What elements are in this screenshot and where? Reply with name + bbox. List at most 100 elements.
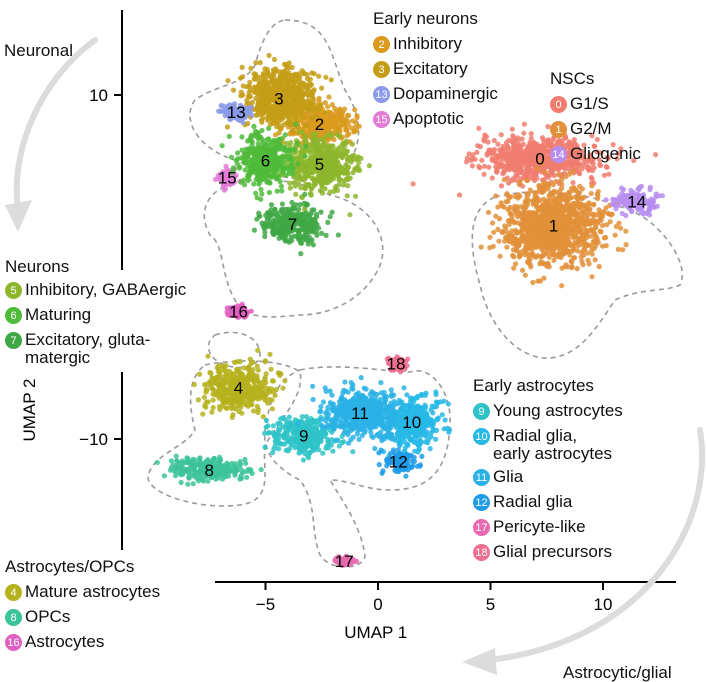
cluster-label: 17 [335, 552, 354, 571]
cluster-label: 15 [218, 169, 237, 188]
neuronal-arrowhead [5, 200, 32, 232]
cluster-label: 14 [627, 193, 646, 212]
legend-label: Dopaminergic [393, 85, 498, 103]
cluster-badge: 4 [5, 584, 22, 601]
cluster-label: 13 [227, 103, 246, 122]
cluster-badge: 2 [373, 36, 390, 53]
astrocytic-annotation: Astrocytic/glial [563, 664, 672, 681]
cluster-label: 2 [315, 115, 324, 134]
cluster-badge: 8 [5, 609, 22, 626]
cluster-label: 8 [205, 461, 214, 480]
legend-title: NSCs [550, 70, 641, 87]
x-tick-label: 10 [594, 595, 613, 614]
y-tick-label: 10 [89, 86, 108, 105]
y-axis-label: UMAP 2 [20, 379, 39, 442]
cluster-label: 6 [261, 151, 270, 170]
legend-label: Radial glia [493, 493, 572, 511]
legend-label: Astrocytes [25, 633, 104, 651]
cluster-badge: 16 [5, 634, 22, 651]
x-axis-label: UMAP 1 [344, 623, 407, 642]
legend-label: Radial glia, early astrocytes [493, 427, 612, 463]
legend-label: Maturing [25, 306, 91, 324]
cluster-badge: 11 [473, 469, 490, 486]
cluster-label: 3 [274, 89, 283, 108]
astrocytic-arrowhead [462, 648, 497, 675]
cluster-badge: 18 [473, 544, 490, 561]
legend-title: Early astrocytes [473, 377, 623, 394]
cluster-label: 5 [315, 155, 324, 174]
cluster-badge: 5 [5, 282, 22, 299]
legend-label: Excitatory [393, 60, 468, 78]
cluster-label: 12 [389, 452, 408, 471]
legend-label: Mature astrocytes [25, 583, 160, 601]
cluster-label: 0 [535, 150, 544, 169]
legend-label: Inhibitory [393, 35, 462, 53]
cluster-badge: 0 [550, 96, 567, 113]
cluster-badge: 1 [550, 121, 567, 138]
legend-label: G2/M [570, 120, 612, 138]
cluster-badge: 7 [5, 332, 22, 349]
legend-title: Astrocytes/OPCs [5, 558, 160, 575]
cluster-badge: 17 [473, 519, 490, 536]
cluster-label: 18 [387, 354, 406, 373]
cluster-badge: 13 [373, 86, 390, 103]
cluster-badge: 12 [473, 494, 490, 511]
legend-label: Glial precursors [493, 543, 612, 561]
legend-label: G1/S [570, 95, 609, 113]
cluster-outline [204, 180, 382, 317]
cluster-badge: 14 [550, 146, 567, 163]
y-tick-label: −10 [79, 430, 108, 449]
legend-label: OPCs [25, 608, 70, 626]
x-tick-label: −5 [256, 595, 275, 614]
x-tick-label: 0 [373, 595, 382, 614]
cluster-label: 11 [351, 404, 369, 423]
cluster-badge: 6 [5, 307, 22, 324]
legend-label: Pericyte-like [493, 518, 586, 536]
x-tick-label: 5 [486, 595, 495, 614]
cluster-label: 7 [288, 215, 297, 234]
cluster-badge: 3 [373, 61, 390, 78]
cluster-badge: 15 [373, 111, 390, 128]
legend-label: Apoptotic [393, 110, 464, 128]
legend-label: Excitatory, gluta- matergic [25, 331, 150, 367]
cluster-badge: 9 [473, 403, 490, 420]
cluster-label: 4 [234, 378, 243, 397]
legend-label: Young astrocytes [493, 402, 623, 420]
neuronal-arrow [17, 40, 95, 210]
legend-label: Glia [493, 468, 523, 486]
legend-title: Early neurons [373, 10, 498, 27]
cluster-label: 10 [402, 413, 421, 432]
neuronal-annotation: Neuronal [4, 42, 73, 59]
cluster-label: 9 [299, 427, 308, 446]
legend-title: Neurons [5, 258, 186, 275]
cluster-label: 16 [229, 303, 248, 322]
cluster-badge: 10 [473, 428, 490, 445]
legend-label: Gliogenic [570, 145, 641, 163]
cluster-label: 1 [549, 217, 558, 236]
legend-label: Inhibitory, GABAergic [25, 281, 186, 299]
